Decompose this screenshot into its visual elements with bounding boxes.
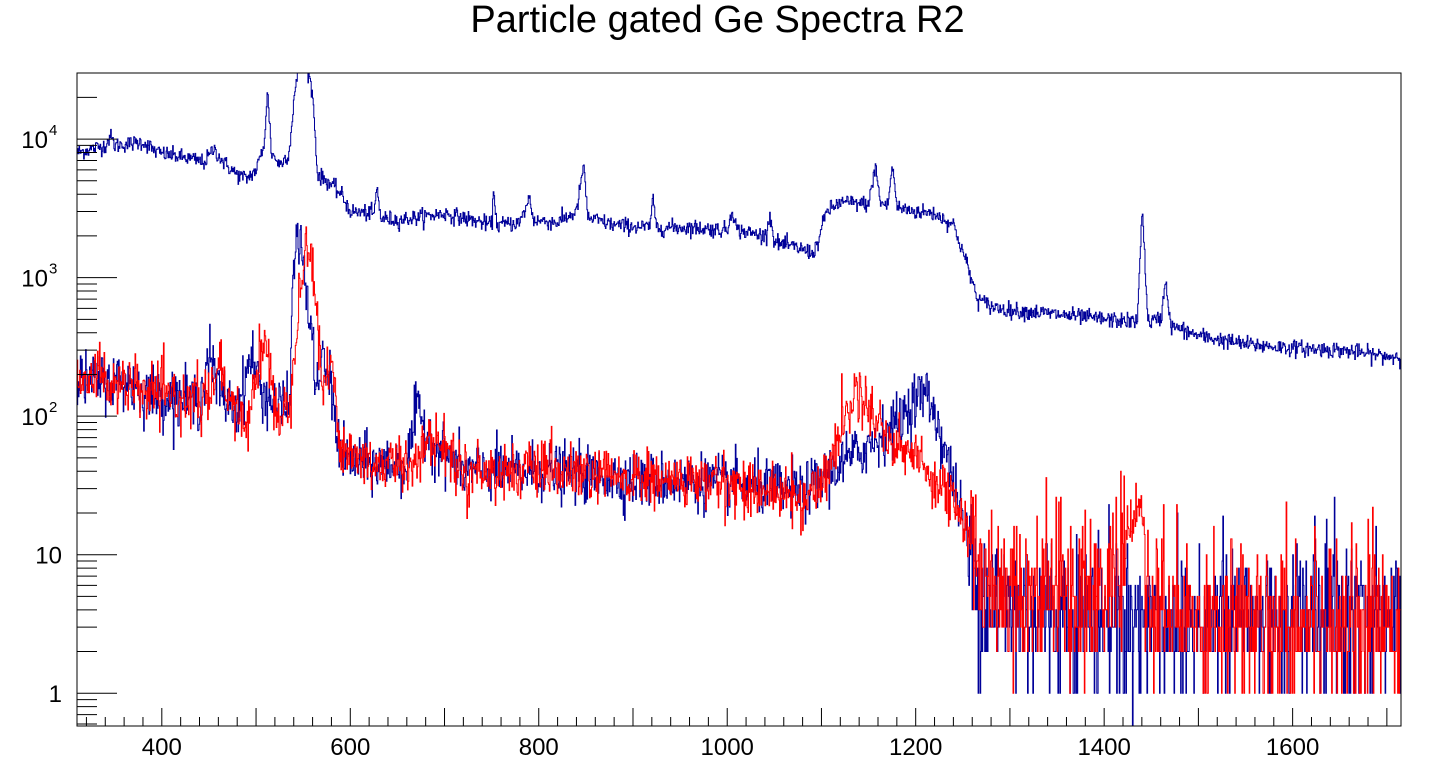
- y-tick-base: 10: [35, 543, 62, 570]
- series-line-2: [77, 222, 1401, 726]
- x-tick-label: 1200: [889, 734, 942, 761]
- chart-title: Particle gated Ge Spectra R2: [470, 0, 965, 41]
- y-tick-label: 10 3: [21, 261, 57, 293]
- plot-frame: [76, 72, 1402, 727]
- y-tick-base: 10: [21, 127, 48, 154]
- x-tick-label: 1000: [701, 734, 754, 761]
- y-tick-base: 10: [21, 404, 48, 431]
- series-layer: [77, 73, 1401, 726]
- y-tick-label: 1: [49, 681, 62, 708]
- y-tick-exponent: 2: [49, 399, 57, 416]
- series-line-1: [77, 73, 1401, 370]
- y-tick-base: 10: [21, 266, 48, 293]
- y-tick-label: 10 2: [21, 399, 57, 431]
- y-tick-label: 10 4: [21, 122, 57, 154]
- y-tick-label: 10: [35, 543, 62, 570]
- y-tick-exponent: 3: [49, 261, 57, 278]
- x-tick-label: 800: [519, 734, 559, 761]
- y-tick-exponent: 4: [49, 122, 57, 139]
- x-tick-label: 1400: [1077, 734, 1130, 761]
- x-tick-label: 400: [142, 734, 182, 761]
- series-line-3: [77, 226, 1401, 694]
- y-tick-base: 1: [49, 681, 62, 708]
- x-tick-label: 600: [330, 734, 370, 761]
- x-tick-label: 1600: [1266, 734, 1319, 761]
